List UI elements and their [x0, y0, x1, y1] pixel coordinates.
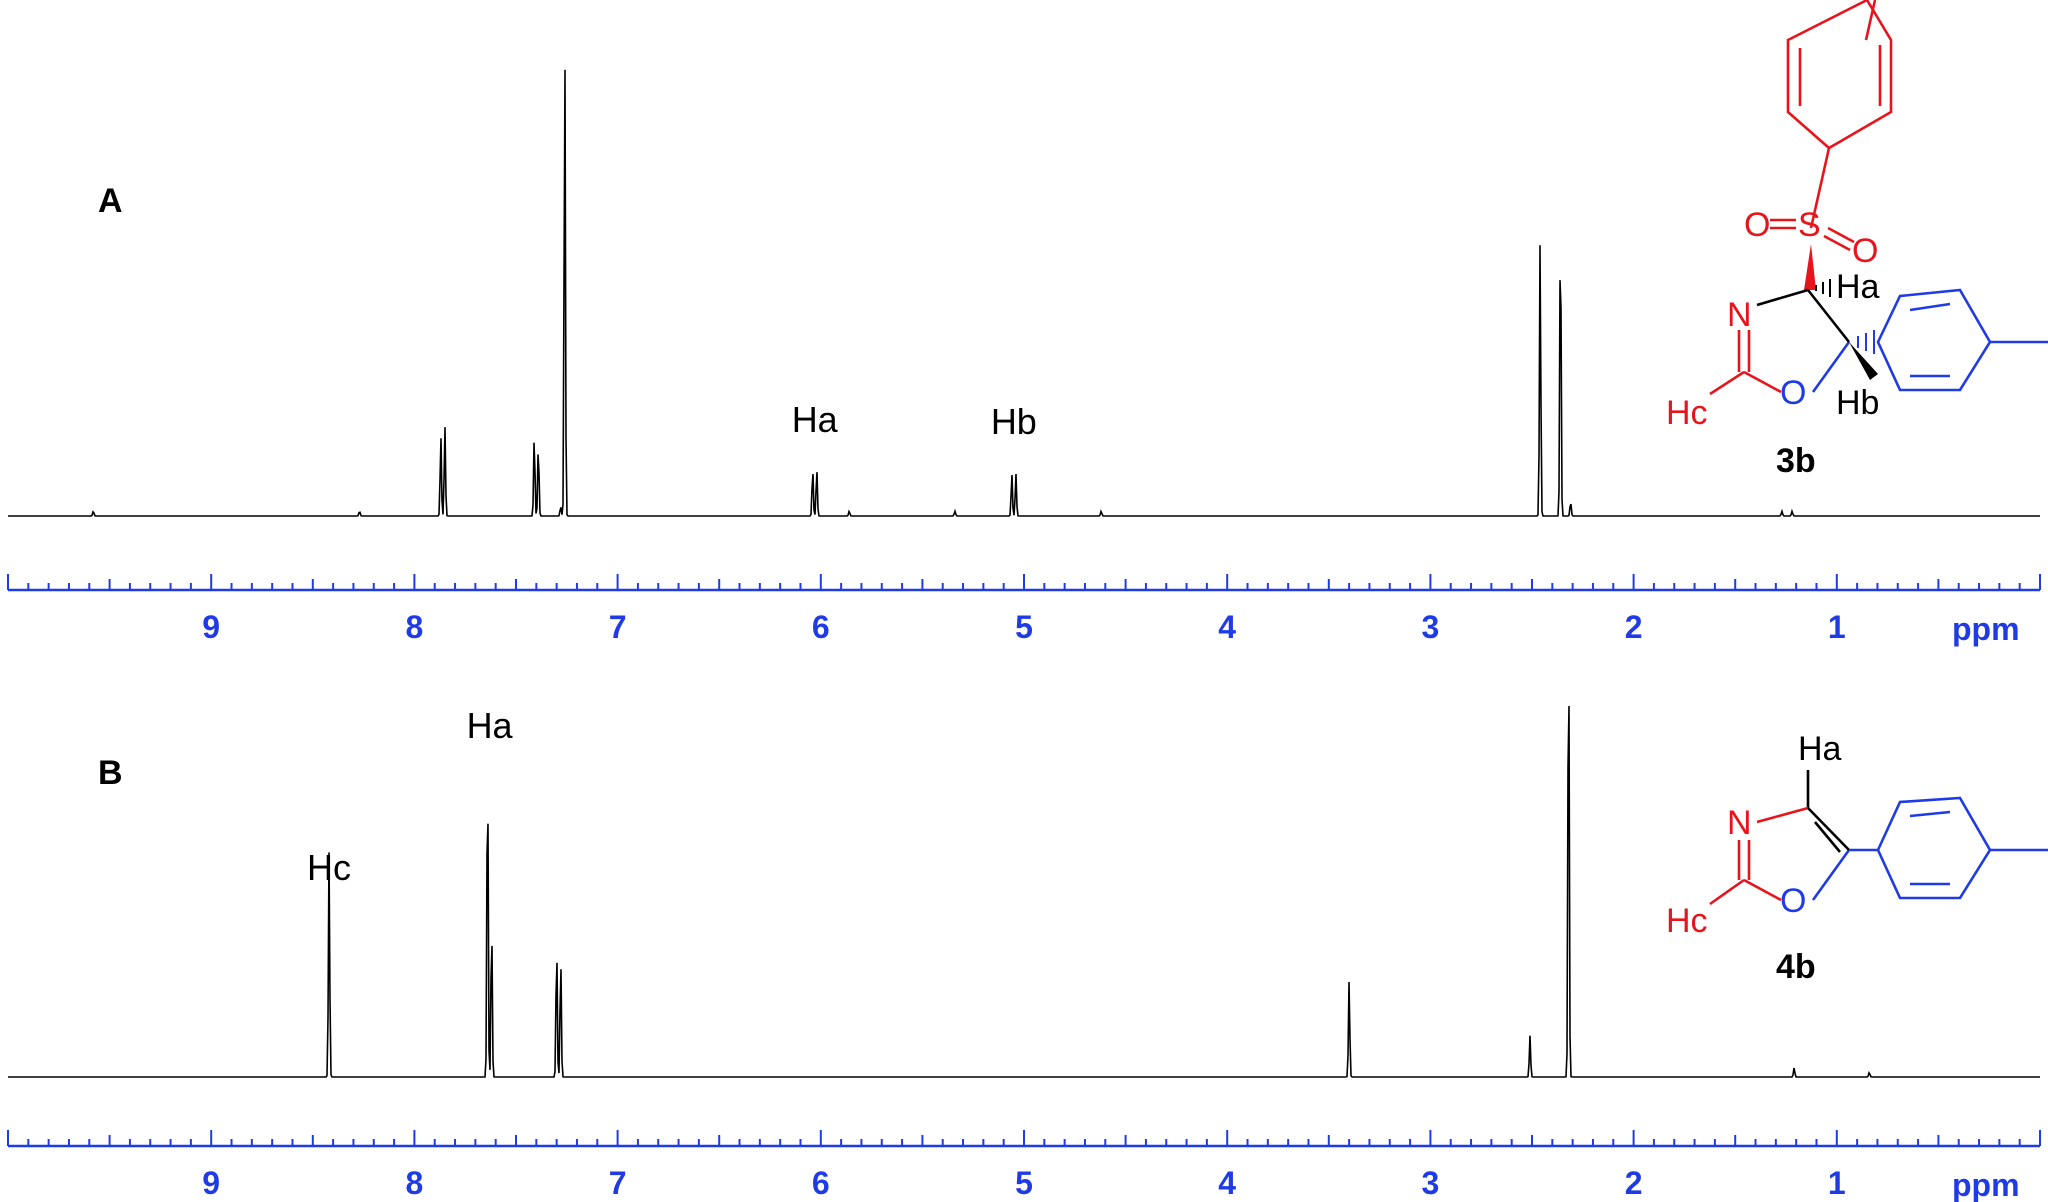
atom-hb: Hb [1836, 384, 1879, 422]
peak-annotation-ha: Ha [792, 399, 839, 440]
spectrum-b-peak-labels: Hc Ha [307, 705, 514, 888]
x-axis-unit-label: ppm [1952, 611, 2020, 647]
atom-oxygen-2: O [1852, 232, 1878, 270]
x-tick-label-7: 7 [609, 609, 627, 645]
x-tick-label-3: 3 [1422, 609, 1440, 645]
x-tick-label-2: 2 [1625, 1165, 1643, 1201]
atom-hc-4b: Hc [1666, 902, 1708, 940]
x-tick-label-2: 2 [1625, 609, 1643, 645]
x-tick-label-8: 8 [406, 609, 424, 645]
panel-a-label: A [98, 182, 123, 220]
x-axis-unit-label: ppm [1952, 1167, 2020, 1202]
structure-4b: Ha N O Hc 4b [1666, 730, 2048, 986]
structure-3b: O S O N O Hc Ha Hb [1666, 0, 2048, 480]
x-tick-label-5: 5 [1015, 1165, 1033, 1201]
x-tick-label-9: 9 [202, 609, 220, 645]
ring-to-sulfur-bond [1809, 147, 1831, 229]
x-tick-label-6: 6 [812, 1165, 830, 1201]
atom-sulfur: S [1798, 206, 1821, 244]
atom-ring-oxygen-4b: O [1780, 882, 1806, 920]
x-tick-label-4: 4 [1218, 1165, 1236, 1201]
x-tick-label-7: 7 [609, 1165, 627, 1201]
x-tick-label-5: 5 [1015, 609, 1033, 645]
atom-oxygen-1: O [1744, 206, 1770, 244]
atom-ha-4b: Ha [1798, 730, 1842, 768]
x-tick-label-1: 1 [1828, 609, 1846, 645]
hash-bond-aryl [1857, 330, 1875, 354]
atom-nitrogen-4b: N [1727, 804, 1752, 842]
spectrum-b-axis: 9 8 7 6 5 4 3 2 1 ppm [7, 1130, 2041, 1202]
compound-label-4b: 4b [1776, 948, 1816, 986]
x-tick-label-4: 4 [1218, 609, 1236, 645]
tosyl-ring [1786, 0, 1893, 150]
spectrum-b-trace [8, 705, 2040, 1078]
x-tick-label-8: 8 [406, 1165, 424, 1201]
x-tick-label-1: 1 [1828, 1165, 1846, 1201]
spectrum-a-trace [8, 69, 2040, 517]
atom-ha: Ha [1836, 268, 1880, 306]
spectrum-a-peak-labels: Ha Hb [792, 399, 1037, 442]
atom-nitrogen: N [1727, 296, 1752, 334]
x-tick-label-9: 9 [202, 1165, 220, 1201]
panel-b-label: B [98, 754, 123, 792]
x-tick-label-6: 6 [812, 609, 830, 645]
atom-hc: Hc [1666, 394, 1708, 432]
peak-annotation-hb: Hb [991, 401, 1037, 442]
peak-annotation-ha: Ha [467, 705, 514, 746]
wedge-bond-s [1804, 244, 1816, 290]
wedge-bond-hb [1849, 342, 1878, 380]
panel-b: B Hc Ha 9 8 7 6 5 4 3 2 1 ppm [7, 705, 2041, 1202]
compound-label-3b: 3b [1776, 442, 1816, 480]
hash-bond-ha [1815, 279, 1831, 297]
atom-ring-oxygen: O [1780, 374, 1806, 412]
panel-a: A Ha Hb 9 8 7 6 5 4 3 2 1 ppm [7, 69, 2041, 647]
peak-annotation-hc: Hc [307, 847, 351, 888]
spectrum-a-axis: 9 8 7 6 5 4 3 2 1 ppm [7, 574, 2041, 647]
x-tick-label-3: 3 [1422, 1165, 1440, 1201]
